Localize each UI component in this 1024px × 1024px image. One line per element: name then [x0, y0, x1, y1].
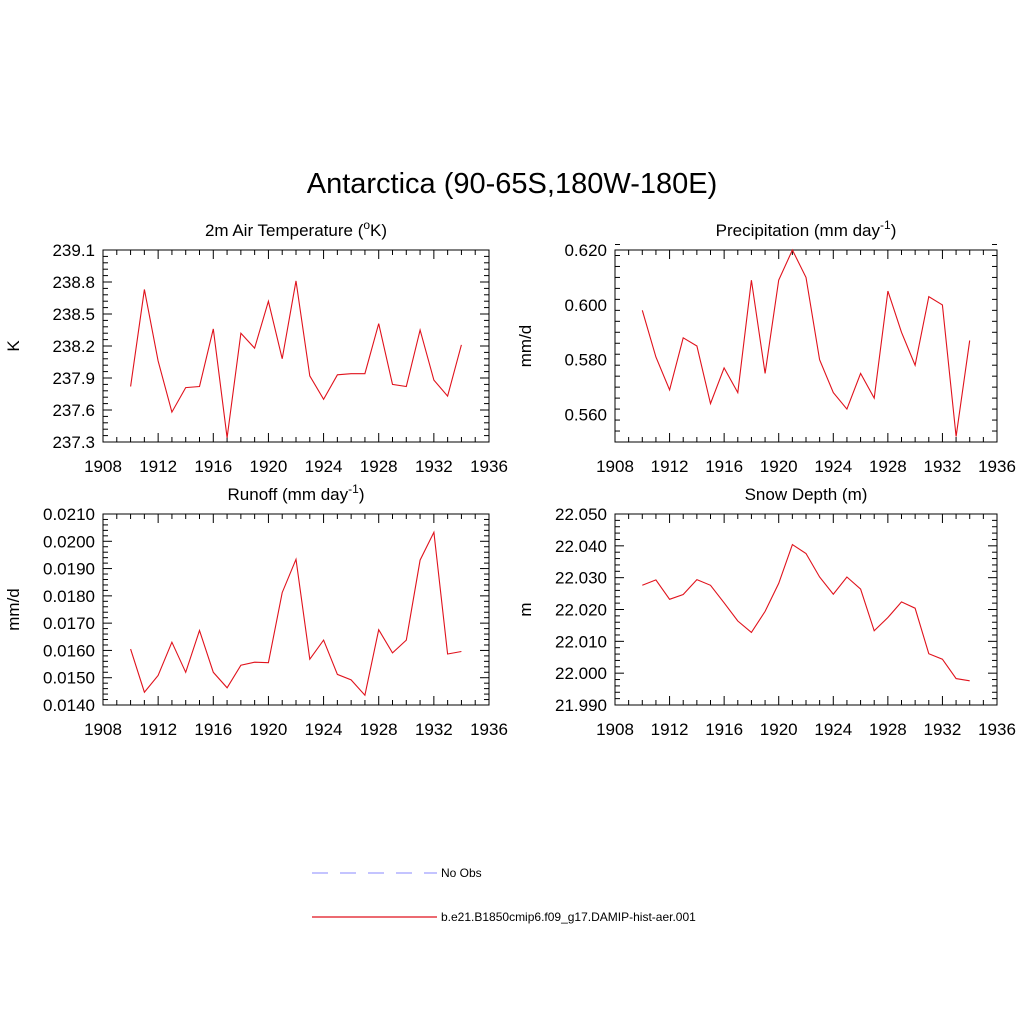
x-tick-label: 1936 — [978, 720, 1016, 739]
y-tick-label: 239.1 — [52, 241, 95, 260]
chart-panel-1: 1908 1912 1916 1920 1924 1928 1932 1936 237.3 237… — [4, 218, 508, 476]
y-tick-label: 238.2 — [52, 337, 95, 356]
y-tick-label: 0.560 — [564, 406, 607, 425]
y-tick-label: 0.0140 — [43, 696, 95, 715]
panel-title: Runoff (mm day-1) — [228, 482, 365, 504]
y-axis-label: mm/d — [516, 325, 535, 368]
x-tick-label: 1908 — [596, 457, 634, 476]
x-tick-label: 1924 — [814, 720, 852, 739]
x-tick-label: 1928 — [360, 720, 398, 739]
x-tick-label: 1920 — [250, 720, 288, 739]
panel-title: Precipitation (mm day-1) — [716, 218, 897, 240]
y-tick-label: 22.050 — [555, 505, 607, 524]
y-tick-label: 22.010 — [555, 632, 607, 651]
y-tick-label: 0.0150 — [43, 669, 95, 688]
y-tick-label: 237.9 — [52, 369, 95, 388]
chart-panel-2: 1908 1912 1916 1920 1924 1928 1932 1936 0.560 0.5… — [516, 218, 1016, 476]
x-tick-label: 1916 — [705, 457, 743, 476]
y-axis-label: m — [516, 602, 535, 616]
y-tick-label: 0.0190 — [43, 560, 95, 579]
plot-frame — [102, 249, 490, 443]
x-tick-label: 1924 — [305, 457, 343, 476]
x-tick-label: 1932 — [415, 457, 453, 476]
y-tick-label: 0.620 — [564, 241, 607, 260]
x-tick-label: 1912 — [651, 720, 689, 739]
x-tick-label: 1912 — [139, 720, 177, 739]
x-tick-label: 1936 — [470, 457, 508, 476]
panel-title: Snow Depth (m) — [745, 485, 868, 504]
series-line — [642, 543, 970, 682]
series-line — [641, 248, 971, 437]
y-tick-label: 238.8 — [52, 273, 95, 292]
x-tick-label: 1920 — [760, 720, 798, 739]
x-tick-label: 1928 — [360, 457, 398, 476]
chart-panel-4: 1908 1912 1916 1920 1924 1928 1932 1936 21.990 22… — [516, 485, 1016, 739]
x-tick-label: 1932 — [924, 457, 962, 476]
x-tick-label: 1936 — [978, 457, 1016, 476]
x-tick-label: 1920 — [760, 457, 798, 476]
y-tick-label: 0.0170 — [43, 614, 95, 633]
x-tick-label: 1928 — [869, 720, 907, 739]
x-tick-label: 1932 — [924, 720, 962, 739]
x-tick-label: 1928 — [869, 457, 907, 476]
y-tick-label: 22.020 — [555, 601, 607, 620]
x-tick-label: 1932 — [415, 720, 453, 739]
x-tick-label: 1908 — [596, 720, 634, 739]
x-tick-label: 1924 — [305, 720, 343, 739]
y-tick-label: 238.5 — [52, 305, 95, 324]
chart-panel-3: 1908 1912 1916 1920 1924 1928 1932 1936 0.0140 0.… — [4, 482, 508, 739]
y-axis-label: mm/d — [4, 588, 23, 631]
y-tick-label: 0.600 — [564, 296, 607, 315]
x-tick-label: 1908 — [84, 457, 122, 476]
y-tick-label: 0.0210 — [43, 505, 95, 524]
x-tick-label: 1924 — [814, 457, 852, 476]
x-tick-label: 1916 — [194, 457, 232, 476]
y-axis-label: K — [4, 340, 23, 352]
y-tick-label: 237.3 — [52, 433, 95, 452]
figure-title: Antarctica (90-65S,180W-180E) — [306, 168, 718, 200]
y-tick-label: 22.000 — [555, 664, 607, 683]
x-tick-label: 1912 — [651, 457, 689, 476]
plot-frame — [102, 513, 490, 706]
x-tick-label: 1912 — [139, 457, 177, 476]
y-tick-label: 21.990 — [555, 696, 607, 715]
y-tick-label: 237.6 — [52, 401, 95, 420]
series-line — [130, 530, 462, 697]
y-tick-label: 22.040 — [555, 537, 607, 556]
x-tick-label: 1920 — [250, 457, 288, 476]
x-tick-label: 1908 — [84, 720, 122, 739]
y-tick-label: 0.0160 — [43, 641, 95, 660]
y-tick-label: 22.030 — [555, 569, 607, 588]
y-tick-label: 0.0180 — [43, 587, 95, 606]
series-line — [130, 280, 462, 438]
y-tick-label: 0.0200 — [43, 532, 95, 551]
x-tick-label: 1916 — [194, 720, 232, 739]
x-tick-label: 1936 — [470, 720, 508, 739]
panel-title: 2m Air Temperature (oK) — [205, 218, 387, 240]
x-tick-label: 1916 — [705, 720, 743, 739]
y-tick-label: 0.580 — [564, 351, 607, 370]
plot-frame — [614, 513, 998, 706]
